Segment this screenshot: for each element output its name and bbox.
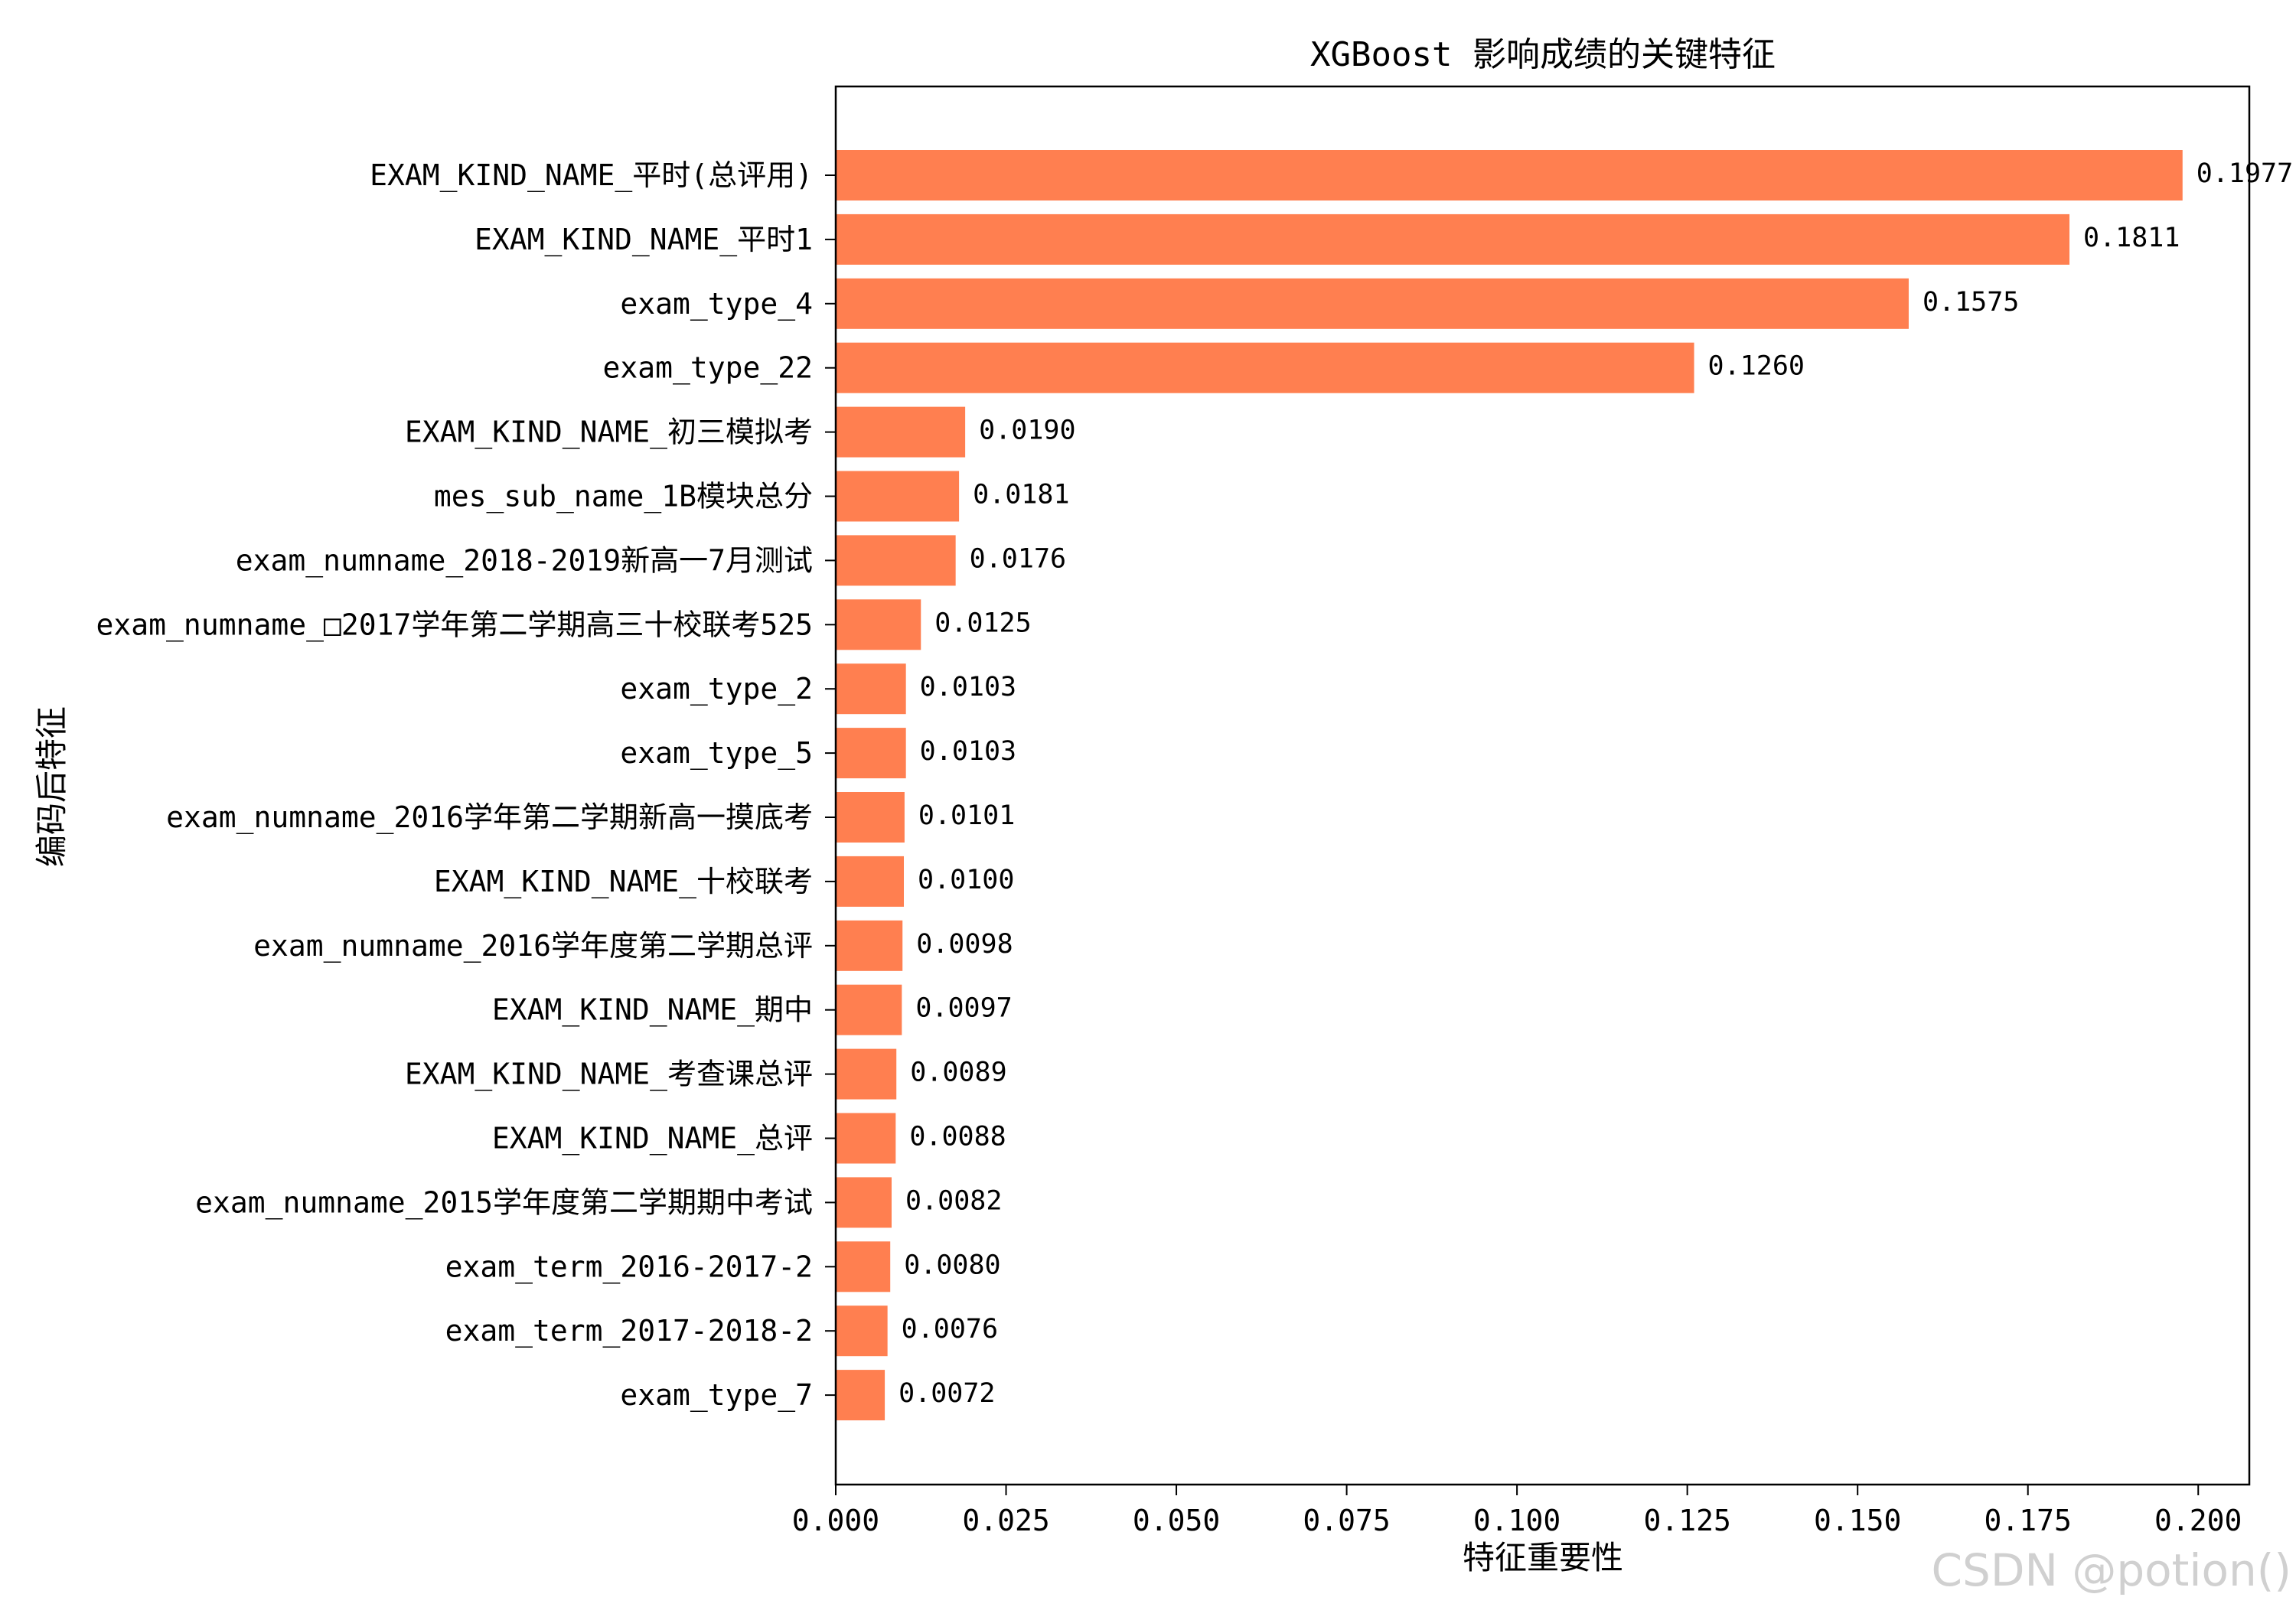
bar xyxy=(836,792,905,843)
bar xyxy=(836,1177,892,1228)
data-label: 0.1260 xyxy=(1708,351,1805,382)
bar xyxy=(836,1305,888,1357)
data-label: 0.0190 xyxy=(979,416,1075,446)
bar xyxy=(836,728,906,779)
bar xyxy=(836,150,2183,200)
category-label-group: EXAM_KIND_NAME_平时(总评用) EXAM_KIND_NAME_平时1… xyxy=(96,158,836,1413)
watermark: CSDN @potion() xyxy=(1932,1544,2291,1596)
data-label: 0.0103 xyxy=(920,672,1016,702)
y-tick-label: EXAM_KIND_NAME_考查课总评 xyxy=(405,1058,813,1092)
data-label: 0.0100 xyxy=(918,865,1014,895)
x-axis-label: 特征重要性 xyxy=(1463,1539,1623,1576)
y-tick-label: EXAM_KIND_NAME_初三模拟考 xyxy=(405,416,813,450)
x-tick-label: 0.150 xyxy=(1814,1504,1901,1537)
y-tick-label: exam_term_2017-2018-2 xyxy=(445,1314,813,1348)
x-tick-label: 0.075 xyxy=(1303,1504,1390,1537)
data-label: 0.0097 xyxy=(915,993,1012,1024)
x-tick-label: 0.200 xyxy=(2154,1504,2242,1537)
data-label: 0.0076 xyxy=(902,1314,998,1345)
data-label: 0.0098 xyxy=(916,929,1013,960)
data-label: 0.0181 xyxy=(973,480,1069,510)
y-tick-label: exam_type_4 xyxy=(620,287,813,321)
y-tick-label: EXAM_KIND_NAME_平时1 xyxy=(475,223,813,257)
y-tick-label: EXAM_KIND_NAME_十校联考 xyxy=(434,865,813,899)
bar xyxy=(836,214,2070,265)
y-tick-label: exam_numname_2015学年度第二学期期中考试 xyxy=(195,1185,813,1220)
bar xyxy=(836,1048,897,1100)
data-label: 0.0089 xyxy=(910,1058,1006,1088)
y-tick-label: EXAM_KIND_NAME_期中 xyxy=(492,993,813,1028)
data-label: 0.0101 xyxy=(918,800,1015,831)
y-tick-label: exam_type_22 xyxy=(602,351,813,386)
x-tick-label: 0.100 xyxy=(1473,1504,1561,1537)
data-label: 0.0103 xyxy=(920,736,1016,767)
y-tick-label: exam_numname_□2017学年第二学期高三十校联考525 xyxy=(96,608,813,642)
bar xyxy=(836,1370,885,1421)
y-tick-label: exam_numname_2016学年度第二学期总评 xyxy=(253,929,813,963)
value-label-group: 0.1977 0.1811 0.1575 0.1260 0.0190 0.0181 0.01… xyxy=(899,158,2293,1409)
x-tick-label: 0.025 xyxy=(962,1504,1049,1537)
y-axis-label: 编码后特征 xyxy=(33,706,70,867)
x-tick-label: 0.125 xyxy=(1643,1504,1730,1537)
bar xyxy=(836,471,960,522)
bar xyxy=(836,535,956,586)
x-tick-label: 0.000 xyxy=(792,1504,879,1537)
bar xyxy=(836,1113,896,1164)
x-axis-ticks: 0.000 0.025 0.050 0.075 0.100 0.125 0.150 0.175… xyxy=(792,1485,2242,1537)
y-tick-label: EXAM_KIND_NAME_平时(总评用) xyxy=(370,158,813,193)
chart-title: XGBoost 影响成绩的关键特征 xyxy=(1310,35,1776,74)
bar xyxy=(836,984,902,1035)
y-tick-label: exam_type_2 xyxy=(620,672,813,706)
bar xyxy=(836,278,1909,329)
bar-group xyxy=(836,150,2183,1421)
bar xyxy=(836,1241,891,1292)
x-tick-label: 0.175 xyxy=(1985,1504,2072,1537)
bar xyxy=(836,663,906,715)
y-tick-label: exam_numname_2018-2019新高一7月测试 xyxy=(236,543,813,578)
y-tick-label: exam_type_7 xyxy=(620,1378,813,1413)
bar xyxy=(836,920,903,971)
data-label: 0.1575 xyxy=(1923,287,2019,318)
y-tick-label: mes_sub_name_1B模块总分 xyxy=(434,480,813,514)
data-label: 0.0176 xyxy=(970,543,1066,574)
data-label: 0.0072 xyxy=(899,1378,995,1409)
data-label: 0.0082 xyxy=(905,1185,1002,1216)
bar xyxy=(836,406,966,458)
y-tick-label: exam_numname_2016学年第二学期新高一摸底考 xyxy=(166,800,813,835)
bar xyxy=(836,342,1694,393)
plot-frame xyxy=(834,85,2251,1486)
bar xyxy=(836,599,921,650)
data-label: 0.0088 xyxy=(909,1122,1006,1152)
data-label: 0.0125 xyxy=(934,608,1031,638)
x-tick-label: 0.050 xyxy=(1133,1504,1220,1537)
y-tick-label: EXAM_KIND_NAME_总评 xyxy=(492,1122,813,1156)
data-label: 0.1977 xyxy=(2197,158,2293,189)
y-tick-label: exam_term_2016-2017-2 xyxy=(445,1250,813,1284)
bar xyxy=(836,856,905,907)
y-tick-label: exam_type_5 xyxy=(620,736,813,771)
data-label: 0.1811 xyxy=(2083,223,2180,253)
data-label: 0.0080 xyxy=(904,1250,1000,1280)
